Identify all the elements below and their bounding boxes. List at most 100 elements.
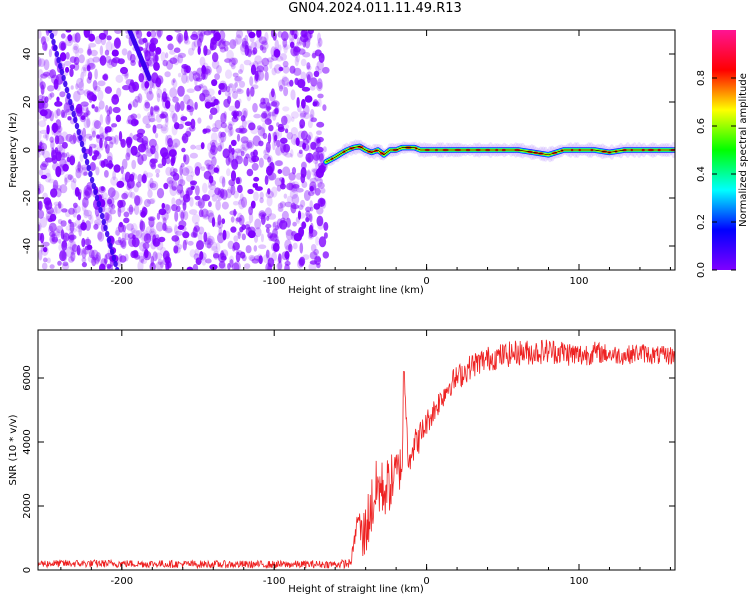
noise-speck (94, 106, 99, 113)
noise-speck (312, 151, 320, 161)
noise-speck (54, 101, 63, 107)
noise-speck (64, 60, 72, 67)
noise-speck (119, 239, 125, 249)
noise-speck (310, 108, 315, 119)
noise-speck (119, 237, 127, 248)
noise-speck (137, 154, 144, 166)
noise-speck (309, 213, 313, 223)
noise-speck (99, 45, 104, 56)
noise-speck (302, 138, 309, 145)
noise-speck (278, 85, 284, 92)
noise-speck (103, 258, 108, 264)
noise-speck (181, 199, 186, 206)
noise-speck (228, 121, 235, 126)
noise-speck (167, 137, 173, 148)
noise-speck (181, 64, 189, 69)
noise-speck (235, 30, 244, 39)
noise-speck (44, 172, 52, 183)
noise-speck (228, 255, 235, 264)
noise-speck (128, 191, 133, 198)
noise-speck (113, 37, 121, 49)
noise-speck (238, 198, 246, 210)
noise-speck (124, 72, 129, 80)
noise-speck (163, 182, 169, 190)
noise-speck (266, 216, 270, 221)
noise-speck (38, 209, 45, 219)
noise-speck (122, 230, 127, 242)
noise-speck (91, 104, 95, 109)
noise-speck (107, 187, 116, 198)
noise-speck (201, 256, 207, 266)
noise-speck (225, 155, 231, 166)
noise-speck (82, 197, 89, 208)
noise-speck (49, 231, 56, 237)
noise-speck (252, 183, 258, 188)
noise-speck (194, 195, 201, 201)
noise-speck (256, 69, 265, 81)
noise-speck (230, 216, 235, 223)
noise-speck (38, 188, 41, 195)
noise-speck (289, 189, 298, 200)
noise-speck (176, 244, 183, 250)
noise-speck (232, 86, 237, 93)
noise-speck (302, 254, 310, 260)
noise-speck (300, 130, 308, 141)
noise-speck (202, 62, 209, 73)
noise-speck (147, 189, 153, 199)
diagonal-feature-mark (108, 242, 113, 250)
noise-speck (227, 263, 231, 270)
noise-speck (113, 164, 121, 173)
noise-speck (295, 137, 300, 146)
diagonal-feature-mark (79, 140, 85, 148)
noise-speck (275, 146, 281, 156)
noise-speck (75, 83, 79, 90)
noise-speck (132, 84, 138, 90)
noise-speck (87, 57, 95, 69)
noise-speck (86, 244, 93, 250)
noise-speck (156, 123, 163, 129)
noise-speck (69, 221, 75, 233)
noise-speck (211, 127, 219, 133)
noise-speck (317, 98, 322, 108)
noise-speck (50, 188, 58, 198)
noise-speck (42, 192, 48, 202)
noise-speck (267, 156, 272, 163)
noise-speck (200, 142, 205, 150)
noise-speck (202, 214, 211, 220)
noise-speck (307, 30, 314, 35)
noise-speck (231, 147, 235, 155)
noise-speck (218, 83, 225, 90)
noise-speck (298, 212, 306, 219)
noise-speck (254, 218, 262, 230)
noise-speck (234, 82, 238, 88)
noise-speck (136, 30, 143, 39)
noise-speck (231, 158, 239, 170)
noise-speck (43, 257, 48, 263)
diagonal-feature-mark (100, 212, 105, 220)
noise-speck (221, 218, 226, 225)
noise-speck (272, 221, 280, 231)
noise-speck (281, 123, 290, 130)
noise-speck (133, 119, 139, 126)
noise-speck (220, 122, 227, 129)
noise-speck (70, 251, 76, 262)
noise-speck (65, 246, 74, 258)
noise-speck (55, 73, 64, 85)
noise-speck (300, 71, 307, 81)
noise-speck (276, 256, 283, 264)
noise-speck (265, 106, 272, 111)
noise-speck (252, 102, 258, 113)
noise-speck (98, 142, 102, 149)
noise-speck (207, 102, 216, 107)
noise-speck (279, 53, 287, 61)
noise-speck (162, 250, 170, 261)
noise-speck (236, 88, 244, 95)
noise-speck (259, 197, 264, 204)
colorbar-ticks: 0.0 0.2 0.4 0.6 0.8 (696, 70, 736, 278)
noise-speck (51, 232, 55, 242)
noise-speck (80, 115, 86, 121)
noise-speck (196, 240, 204, 251)
noise-speck (61, 240, 68, 252)
noise-speck (186, 174, 194, 182)
noise-speck (315, 256, 321, 262)
